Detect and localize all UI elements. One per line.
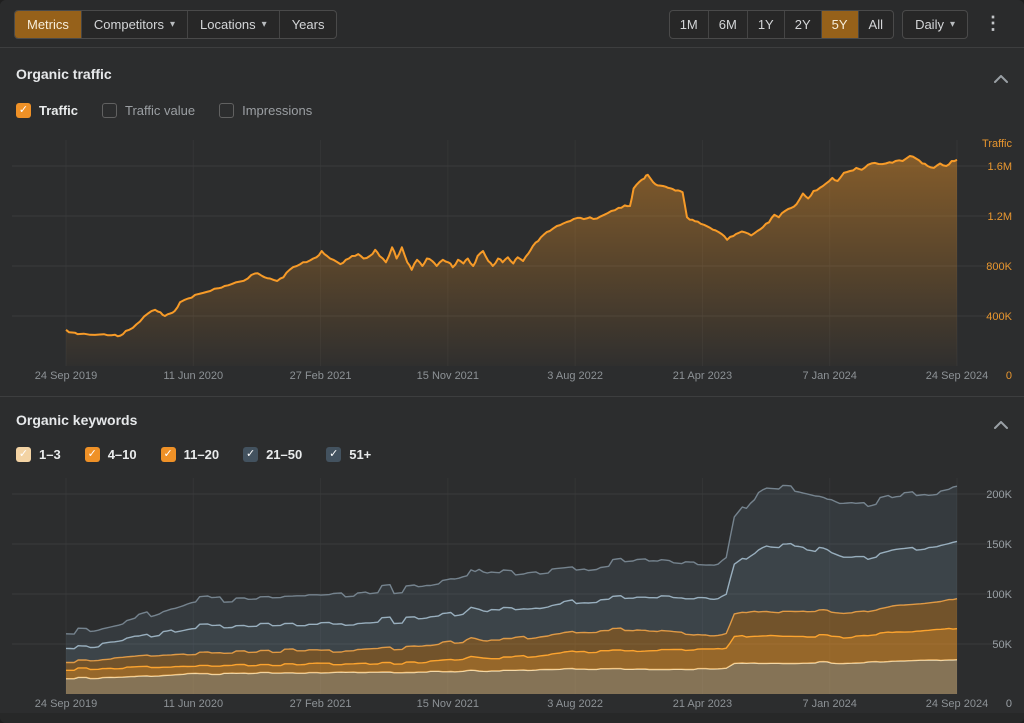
svg-text:24 Sep 2024: 24 Sep 2024 [926, 370, 988, 382]
svg-text:15 Nov 2021: 15 Nov 2021 [417, 370, 479, 382]
traffic-legend: ✓ Traffic Traffic value Impressions [16, 103, 312, 118]
pos-1-3-checkbox[interactable]: ✓ [16, 447, 31, 462]
legend-pos-4-10[interactable]: ✓ 4–10 [84, 447, 137, 462]
svg-text:50K: 50K [992, 639, 1012, 651]
svg-text:15 Nov 2021: 15 Nov 2021 [417, 698, 479, 710]
svg-text:24 Sep 2024: 24 Sep 2024 [926, 698, 988, 710]
svg-text:7 Jan 2024: 7 Jan 2024 [802, 698, 856, 710]
range-1m-button[interactable]: 1M [670, 11, 709, 38]
tab-years-label: Years [291, 17, 325, 32]
traffic-checkbox[interactable]: ✓ [16, 103, 31, 118]
keywords-legend: ✓ 1–3 ✓ 4–10 ✓ 11–20 ✓ 21–50 ✓ 51+ [16, 447, 371, 462]
svg-text:11 Jun 2020: 11 Jun 2020 [163, 698, 223, 710]
tab-competitors[interactable]: Competitors ▾ [82, 11, 188, 38]
kebab-menu-icon[interactable]: ⋮ [984, 13, 1002, 33]
interval-dropdown-group: Daily ▾ [902, 10, 968, 39]
legend-impressions[interactable]: Impressions [219, 103, 312, 118]
svg-text:150K: 150K [986, 539, 1012, 551]
range-1y-button[interactable]: 1Y [748, 11, 785, 38]
legend-pos-1-3[interactable]: ✓ 1–3 [16, 447, 61, 462]
interval-label: Daily [915, 17, 944, 32]
range-6m-button[interactable]: 6M [709, 11, 748, 38]
svg-text:27 Feb 2021: 27 Feb 2021 [290, 370, 352, 382]
pos-11-20-checkbox[interactable]: ✓ [160, 447, 176, 462]
svg-text:1.2M: 1.2M [988, 211, 1012, 223]
tab-metrics[interactable]: Metrics [15, 11, 82, 38]
legend-traffic-value[interactable]: Traffic value [102, 103, 195, 118]
svg-text:100K: 100K [986, 589, 1012, 601]
chevron-down-icon: ▾ [169, 18, 175, 30]
chevron-down-icon: ▾ [261, 18, 267, 30]
date-range-selector: 1M 6M 1Y 2Y 5Y All [668, 10, 894, 39]
tab-metrics-label: Metrics [27, 17, 69, 32]
svg-text:21 Apr 2023: 21 Apr 2023 [673, 370, 732, 382]
organic-traffic-chart[interactable]: 24 Sep 2019 11 Jun 2020 27 Feb 2021 15 Nov … [0, 128, 1024, 390]
svg-text:Traffic: Traffic [982, 138, 1012, 150]
view-tabs: Metrics Competitors ▾ Locations ▾ Years [14, 10, 338, 39]
svg-text:7 Jan 2024: 7 Jan 2024 [802, 370, 856, 382]
traffic-value-checkbox[interactable] [102, 103, 118, 118]
svg-text:24 Sep 2019: 24 Sep 2019 [35, 370, 97, 382]
legend-pos-11-20[interactable]: ✓ 11–20 [160, 447, 219, 462]
legend-traffic[interactable]: ✓ Traffic [16, 103, 78, 118]
svg-text:3 Aug 2022: 3 Aug 2022 [547, 698, 603, 710]
legend-pos-51-plus[interactable]: ✓ 51+ [326, 447, 371, 462]
range-all-button[interactable]: All [868, 17, 883, 32]
collapse-traffic-chevron-up-icon[interactable] [994, 70, 1008, 88]
organic-keywords-chart[interactable]: 24 Sep 2019 11 Jun 2020 27 Feb 2021 15 Nov … [0, 468, 1024, 723]
range-2y-button[interactable]: 2Y [785, 11, 822, 38]
bottom-edge [0, 713, 1024, 723]
svg-text:400K: 400K [986, 311, 1012, 323]
tab-locations-label: Locations [200, 17, 256, 32]
tab-competitors-label: Competitors [93, 17, 164, 32]
pos-21-50-checkbox[interactable]: ✓ [243, 447, 259, 462]
svg-text:200K: 200K [986, 489, 1012, 501]
svg-text:0: 0 [1006, 698, 1012, 710]
collapse-keywords-chevron-up-icon[interactable] [994, 416, 1008, 434]
pos-51-plus-checkbox[interactable]: ✓ [326, 447, 342, 462]
toolbar: Metrics Competitors ▾ Locations ▾ Years … [0, 0, 1024, 48]
svg-text:0: 0 [1006, 370, 1012, 382]
svg-text:1.6M: 1.6M [988, 161, 1012, 173]
svg-text:27 Feb 2021: 27 Feb 2021 [290, 698, 352, 710]
svg-text:11 Jun 2020: 11 Jun 2020 [163, 370, 223, 382]
range-5y-button[interactable]: 5Y [821, 11, 859, 38]
svg-text:800K: 800K [986, 261, 1012, 273]
organic-traffic-title: Organic traffic [16, 66, 112, 82]
tab-locations[interactable]: Locations ▾ [188, 11, 280, 38]
chevron-down-icon: ▾ [949, 18, 955, 30]
impressions-checkbox[interactable] [219, 103, 235, 118]
svg-text:3 Aug 2022: 3 Aug 2022 [547, 370, 603, 382]
svg-text:21 Apr 2023: 21 Apr 2023 [673, 698, 732, 710]
organic-keywords-title: Organic keywords [16, 412, 138, 428]
tab-years[interactable]: Years [280, 11, 337, 38]
interval-dropdown[interactable]: Daily ▾ [903, 11, 967, 38]
pos-4-10-checkbox[interactable]: ✓ [84, 447, 100, 462]
section-divider [0, 396, 1024, 397]
svg-text:24 Sep 2019: 24 Sep 2019 [35, 698, 97, 710]
legend-pos-21-50[interactable]: ✓ 21–50 [243, 447, 302, 462]
